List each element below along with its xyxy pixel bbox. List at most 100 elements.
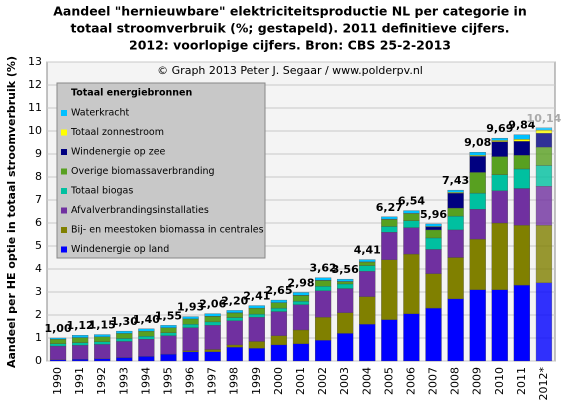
bar-segment [72, 343, 88, 346]
bar-segment [381, 220, 397, 227]
bar-segment [205, 322, 221, 325]
bar-segment [492, 142, 508, 157]
bar-segment [492, 140, 508, 141]
bar-segment [116, 358, 132, 361]
bar-segment [381, 232, 397, 260]
legend-swatch [61, 169, 67, 175]
bar-segment [470, 172, 486, 193]
y-tick-label: 11 [28, 101, 42, 114]
bar-segment [227, 321, 243, 345]
bar-segment [381, 226, 397, 232]
bar-segment [249, 348, 265, 361]
bar-segment [470, 239, 486, 290]
bar-segment [448, 216, 464, 230]
y-axis-label: Aandeel per HE optie in totaal stroomver… [5, 56, 18, 368]
y-tick-label: 5 [35, 239, 42, 252]
legend-label: Waterkracht [71, 108, 130, 119]
bar-segment [315, 340, 331, 361]
x-tick-label: 2001 [294, 367, 307, 395]
bar-segment [514, 169, 530, 189]
total-label: 5,96 [420, 208, 447, 221]
y-tick-label: 6 [35, 216, 42, 229]
bar-segment [94, 337, 110, 342]
bar-segment [359, 271, 375, 296]
bar-segment [271, 308, 287, 311]
bar-segment [116, 331, 132, 333]
bar-segment [205, 316, 221, 322]
bar-segment [205, 314, 221, 317]
bar-segment [161, 333, 177, 336]
bar-segment [249, 306, 265, 309]
bar-segment [227, 345, 243, 347]
bar-segment [94, 335, 110, 337]
bar-segment [448, 230, 464, 258]
bar-segment [359, 262, 375, 265]
legend-swatch [61, 247, 67, 253]
bar-segment [183, 328, 199, 351]
total-label: 4,41 [354, 244, 381, 257]
bar-segment [514, 139, 530, 141]
bar-segment [470, 152, 486, 155]
bar-segment [470, 209, 486, 239]
bar-segment [448, 193, 464, 208]
x-tick-label: 1992 [95, 367, 108, 395]
annotation: © Graph 2013 Peter J. Segaar / www.polde… [157, 64, 423, 77]
bar-segment [293, 301, 309, 304]
chart-title: totaal stroomverbruik (%; gestapeld). 20… [71, 21, 510, 36]
bar-segment [293, 305, 309, 330]
x-tick-label: 2006 [404, 367, 417, 395]
bar-segment [536, 186, 552, 225]
bar-segment [138, 339, 154, 356]
legend-swatch [61, 188, 67, 194]
bar-segment [448, 258, 464, 299]
y-tick-label: 4 [35, 262, 42, 275]
bar-segment [94, 359, 110, 361]
x-tick-label: 2005 [382, 367, 395, 395]
bar-segment [426, 227, 442, 230]
legend-title: Totaal energiebronnen [71, 88, 192, 99]
bar-segment [271, 303, 287, 308]
bar-segment [271, 345, 287, 361]
bar-segment [227, 318, 243, 321]
bar-segment [492, 175, 508, 191]
bar-segment [293, 330, 309, 344]
bar-segment [72, 359, 88, 361]
bar-segment [514, 285, 530, 361]
total-label: 3,56 [332, 263, 359, 276]
bar-segment [337, 284, 353, 289]
bar-segment [183, 317, 199, 319]
x-tick-label: 2007 [427, 367, 440, 395]
bar-segment [448, 208, 464, 216]
bar-segment [161, 328, 177, 333]
total-label: 7,43 [442, 174, 469, 187]
bar-segment [205, 352, 221, 361]
bar-segment [403, 228, 419, 254]
bar-segment [403, 221, 419, 228]
bar-segment [514, 135, 530, 140]
legend-swatch [61, 227, 67, 233]
bar-segment [426, 224, 442, 227]
legend-label: Windenergie op zee [71, 147, 166, 158]
x-tick-label: 1995 [161, 367, 174, 395]
x-tick-label: 1999 [250, 367, 263, 395]
legend-swatch [61, 130, 67, 136]
bar-segment [138, 356, 154, 361]
bar-segment [205, 325, 221, 349]
x-tick-label: 1996 [184, 367, 197, 395]
y-tick-label: 0 [35, 354, 42, 367]
bar-segment [426, 308, 442, 361]
bar-segment [492, 290, 508, 361]
bar-segment [514, 141, 530, 155]
bar-segment [50, 360, 66, 361]
bar-segment [116, 341, 132, 357]
y-tick-label: 2 [35, 308, 42, 321]
bar-segment [514, 155, 530, 169]
total-label: 6,54 [398, 195, 425, 208]
x-tick-label: 1993 [117, 367, 130, 395]
bar-segment [293, 292, 309, 295]
x-tick-label: 1998 [228, 367, 241, 395]
bar-segment [50, 338, 66, 339]
legend-swatch [61, 110, 67, 116]
bar-segment [183, 351, 199, 352]
